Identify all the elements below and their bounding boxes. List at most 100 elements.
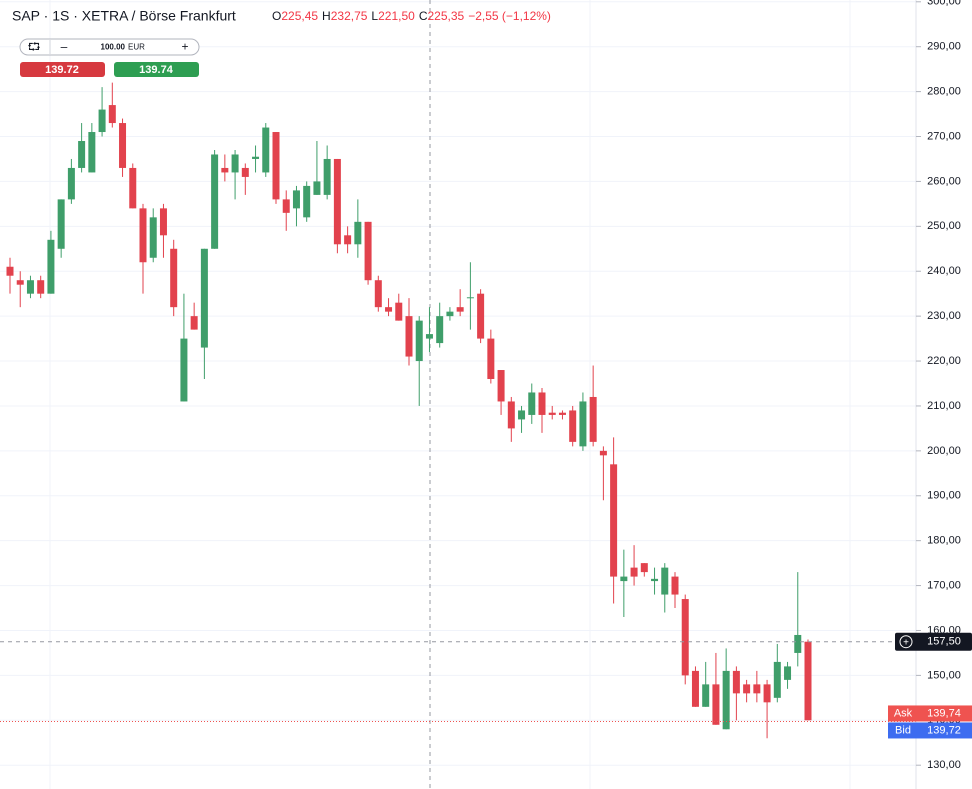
candle-body xyxy=(681,599,689,676)
candle-body xyxy=(456,307,464,312)
candle-body xyxy=(98,109,106,133)
candle-body xyxy=(57,199,65,249)
y-tick-label: 200,00 xyxy=(927,445,961,457)
candle-body xyxy=(507,401,515,429)
y-tick-label: 290,00 xyxy=(927,41,961,53)
candle-body xyxy=(446,311,454,317)
y-tick-label: 170,00 xyxy=(927,579,961,591)
crosshair-price: 157,50 xyxy=(927,636,961,648)
ohlc-key: O xyxy=(272,9,281,23)
candle-body xyxy=(159,208,167,236)
candle-body xyxy=(364,221,372,281)
candle-body xyxy=(691,670,699,707)
candle-body xyxy=(425,334,433,339)
quantity-box[interactable] xyxy=(19,38,200,56)
y-tick-label: 230,00 xyxy=(927,310,961,322)
y-tick-label: 280,00 xyxy=(927,86,961,98)
bid-price: 139,72 xyxy=(927,724,961,736)
candle-body xyxy=(272,132,280,200)
candle-body xyxy=(518,410,526,420)
increase-button[interactable]: + xyxy=(181,40,188,54)
candle-body xyxy=(784,666,792,680)
candle-body xyxy=(262,127,270,173)
add-alert-icon xyxy=(899,635,913,649)
reset-icon[interactable]: ⮔ xyxy=(27,41,40,53)
candle-body xyxy=(149,217,157,258)
candles xyxy=(6,82,812,739)
candle-body xyxy=(37,280,45,294)
candle-body xyxy=(200,248,208,348)
candle-body xyxy=(538,392,546,415)
candle-body xyxy=(436,316,444,344)
symbol-title: SAP · 1S · XETRA / Börse Frankfurt xyxy=(12,8,236,24)
decrease-button[interactable]: – xyxy=(61,40,68,54)
y-tick-label: 190,00 xyxy=(927,490,961,502)
y-tick-label: 180,00 xyxy=(927,535,961,547)
candle-body xyxy=(252,156,260,159)
y-tick-label: 150,00 xyxy=(927,669,961,681)
candle-body xyxy=(78,141,86,168)
candle-body xyxy=(47,239,55,294)
candle-body xyxy=(16,280,24,285)
candle-body xyxy=(466,297,474,299)
candle-body xyxy=(405,316,413,357)
candle-body xyxy=(794,634,802,653)
price-axis: 300,00 290,00 280,00 270,00 260,00 250,00 240,… xyxy=(888,0,972,771)
candle-body xyxy=(558,412,566,415)
candle-body xyxy=(385,307,393,312)
ask-name: Ask xyxy=(894,707,913,719)
candle-body xyxy=(753,684,761,694)
candle-body xyxy=(722,670,730,730)
candle-body xyxy=(344,235,352,245)
candle-body xyxy=(661,567,669,595)
ohlc-key: C xyxy=(419,9,428,23)
candle-body xyxy=(282,199,290,213)
candle-body xyxy=(119,123,127,168)
candle-body xyxy=(732,670,740,694)
candle-body xyxy=(712,684,720,725)
candle-body xyxy=(180,338,188,402)
sell-button[interactable] xyxy=(20,62,105,77)
candle-body xyxy=(333,158,341,245)
buy-button[interactable] xyxy=(114,62,199,77)
candle-body xyxy=(569,410,577,442)
candle-body xyxy=(702,684,710,707)
candle-body xyxy=(323,158,331,195)
candle-body xyxy=(292,190,300,209)
ohlc-key: H xyxy=(322,9,331,23)
candle-body xyxy=(190,316,198,330)
ohlc-value: 225,35 xyxy=(427,9,464,23)
candle-body xyxy=(221,167,229,173)
crosshair-price-box xyxy=(895,632,972,651)
candle-body xyxy=(88,132,96,173)
candle-body xyxy=(497,370,505,402)
candle-body xyxy=(671,576,679,595)
candle-body xyxy=(374,280,382,308)
candle-body xyxy=(651,578,659,582)
candle-body xyxy=(415,320,423,362)
quantity[interactable]: 100.00 xyxy=(101,43,126,52)
grid xyxy=(0,1,916,766)
y-tick-label: 270,00 xyxy=(927,130,961,142)
candle-body xyxy=(231,154,239,173)
ohlc-value: 221,50 xyxy=(378,9,415,23)
candle-body xyxy=(108,105,116,124)
candle-body xyxy=(241,167,249,177)
bid-name: Bid xyxy=(895,724,911,736)
candle-body xyxy=(477,293,485,339)
vertical-grid xyxy=(49,0,851,789)
buy-price[interactable]: 139.74 xyxy=(139,64,174,76)
candle-body xyxy=(579,401,587,447)
candle-body xyxy=(395,302,403,321)
candle-body xyxy=(620,576,628,582)
candle-body xyxy=(303,185,311,218)
candle-body xyxy=(610,464,618,577)
candle-body xyxy=(6,266,14,276)
overlay xyxy=(0,641,916,722)
sell-price[interactable]: 139.72 xyxy=(45,64,79,76)
candle-body xyxy=(804,641,812,721)
bid-box xyxy=(888,722,972,739)
y-tick-label: 250,00 xyxy=(927,220,961,232)
y-tick-label: 210,00 xyxy=(927,400,961,412)
